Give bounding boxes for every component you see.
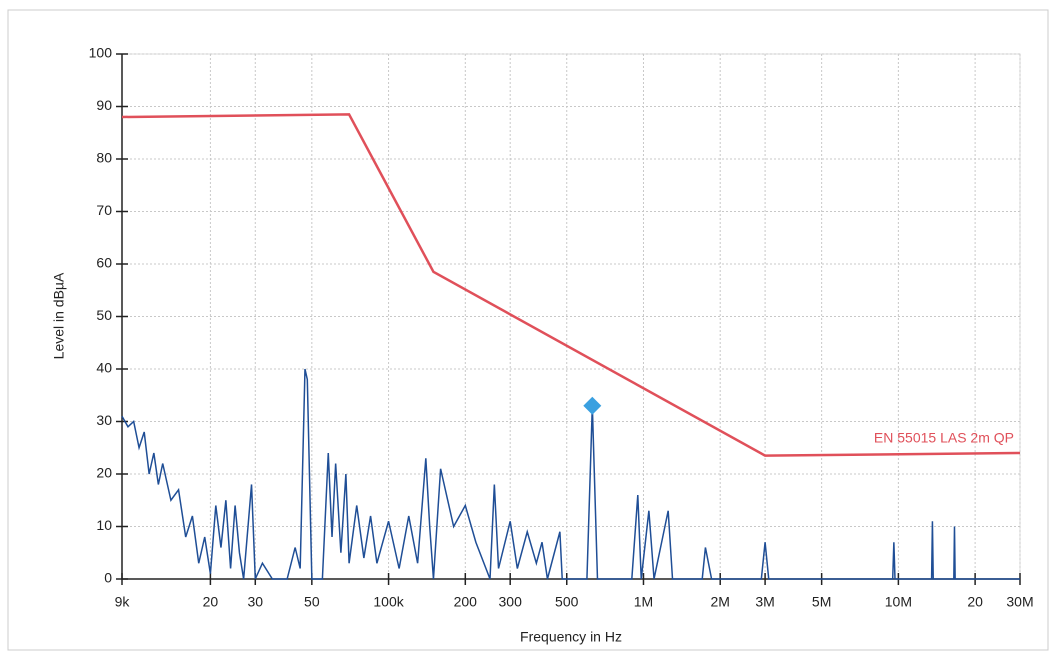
series-line	[121, 113, 1021, 457]
x-tick-label: 2M	[710, 594, 729, 610]
y-tick-label: 20	[96, 465, 112, 481]
x-tick-label: 10M	[885, 594, 912, 610]
x-tick-label: 100k	[373, 594, 404, 610]
y-tick-label: 0	[104, 570, 112, 586]
x-tick-label: 300	[499, 594, 523, 610]
y-tick-label: 70	[96, 202, 112, 218]
y-tick-label: 10	[96, 517, 112, 533]
frame	[7, 9, 1049, 651]
x-tick-label: 30	[247, 594, 263, 610]
x-tick-label: 500	[555, 594, 579, 610]
y-axis-label: Level in dBµA	[51, 272, 67, 359]
x-tick-label: 3M	[755, 594, 774, 610]
x-tick-label: 30M	[1006, 594, 1033, 610]
x-tick-label: 200	[454, 594, 478, 610]
x-tick-label: 20	[967, 594, 983, 610]
legend-label: EN 55015 LAS 2m QP	[874, 430, 1014, 446]
x-tick-label: 20	[203, 594, 219, 610]
x-tick-label: 1M	[634, 594, 653, 610]
y-tick-label: 80	[96, 150, 112, 166]
y-tick-label: 100	[89, 45, 113, 61]
x-tick-label: 50	[304, 594, 320, 610]
marker	[583, 396, 602, 415]
x-tick-label: 5M	[812, 594, 831, 610]
y-tick-label: 90	[96, 97, 112, 113]
x-axis-label: Frequency in Hz	[520, 629, 622, 645]
y-tick-label: 60	[96, 255, 112, 271]
y-tick-label: 50	[96, 307, 112, 323]
y-tick-label: 40	[96, 360, 112, 376]
x-tick-label: 9k	[115, 594, 131, 610]
series-line	[121, 368, 1020, 580]
y-tick-label: 30	[96, 412, 112, 428]
